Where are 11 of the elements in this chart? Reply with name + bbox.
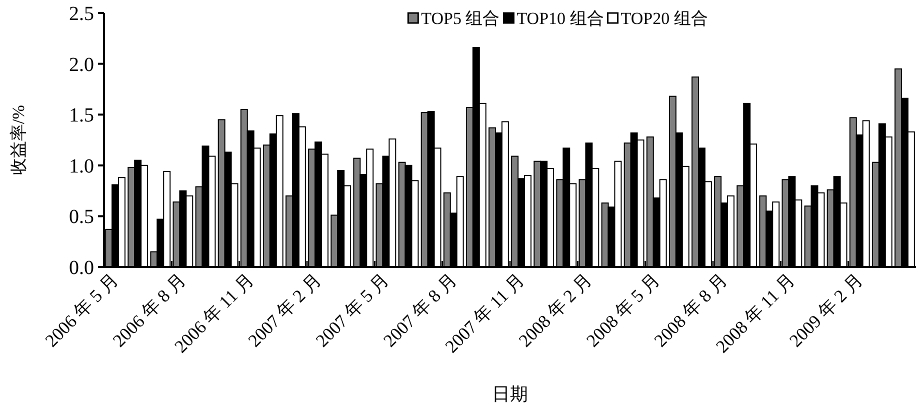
legend-label: TOP20 组合 xyxy=(620,9,708,28)
x-axis-title: 日期 xyxy=(492,384,528,404)
y-tick-label: 0.0 xyxy=(69,257,94,279)
y-tick-label: 2.5 xyxy=(69,3,94,25)
y-tick-label: 2.0 xyxy=(69,54,94,76)
y-tick-label: 1.0 xyxy=(69,155,94,178)
legend-label: TOP5 组合 xyxy=(421,9,500,28)
legend-label: TOP10 组合 xyxy=(516,9,604,28)
y-axis-title: 收益率/% xyxy=(9,105,28,175)
y-tick-label: 0.5 xyxy=(69,206,94,228)
y-tick-label: 1.5 xyxy=(69,104,94,127)
